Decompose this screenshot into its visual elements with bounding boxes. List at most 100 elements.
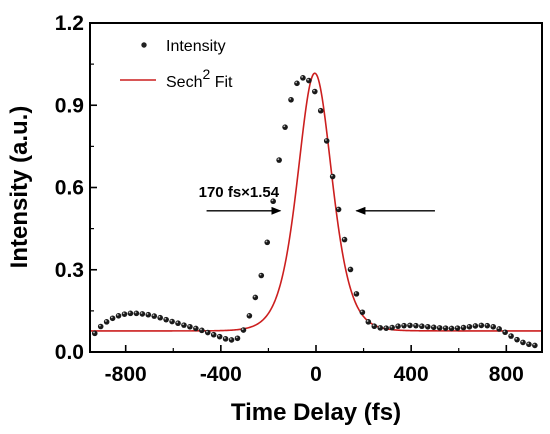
data-point: [187, 323, 193, 330]
data-point: [139, 311, 146, 317]
data-point: [490, 323, 497, 330]
data-point: [436, 325, 443, 331]
data-point: [335, 206, 342, 213]
data-point: [532, 342, 538, 349]
data-point: [359, 309, 366, 316]
data-point: [454, 325, 461, 331]
data-point: [252, 294, 259, 301]
x-tick-label: 0: [310, 363, 322, 386]
data-point: [109, 315, 116, 322]
data-point: [520, 339, 526, 346]
data-point: [347, 266, 354, 273]
data-point: [145, 311, 152, 318]
data-point: [264, 239, 271, 246]
data-point: [228, 337, 235, 343]
data-point: [448, 325, 455, 332]
fit-line: [90, 72, 542, 332]
data-point: [341, 236, 348, 243]
y-tick-label: 0.6: [55, 177, 84, 200]
data-point: [407, 322, 413, 329]
legend-label-fit: Sech2 Fit: [166, 66, 233, 91]
data-point: [204, 329, 211, 336]
y-tick-label: 1.2: [55, 12, 84, 35]
data-point: [210, 331, 217, 338]
axis-ticks: -800 -400 0 400 800 0.0 0.3 0.6 0.9 1.2: [55, 12, 524, 386]
data-point: [401, 322, 407, 329]
data-point: [425, 323, 431, 330]
data-point: [240, 327, 247, 333]
y-tick-label: 0.9: [55, 94, 84, 117]
x-tick-label: -400: [200, 363, 242, 386]
x-tick-label: 800: [489, 363, 524, 386]
annotation: 170 fs×1.54: [199, 184, 435, 215]
data-point: [151, 313, 158, 319]
legend-label-fit-main: Sech: [166, 74, 202, 91]
data-point: [199, 327, 205, 334]
data-point: [103, 319, 110, 325]
data-point: [157, 314, 163, 321]
legend-label-fit-suffix: Fit: [210, 74, 233, 91]
data-point: [270, 198, 276, 205]
legend-label-fit-sup: 2: [202, 66, 210, 82]
y-tick-label: 0.0: [55, 341, 84, 364]
legend-marker-intensity: [141, 42, 147, 48]
data-point: [163, 316, 169, 323]
data-point: [484, 322, 491, 329]
data-point: [216, 333, 223, 340]
data-point: [306, 77, 312, 84]
data-point: [472, 323, 479, 329]
data-point: [389, 324, 395, 331]
data-point: [371, 323, 378, 330]
data-point: [312, 88, 318, 95]
data-point: [127, 310, 134, 317]
data-point: [276, 157, 282, 163]
data-point: [317, 107, 324, 114]
data-point: [282, 124, 288, 130]
data-point: [175, 320, 181, 327]
data-point: [91, 330, 98, 337]
data-point: [413, 322, 419, 329]
y-axis-title: Intensity (a.u.): [6, 106, 33, 269]
data-point: [365, 319, 372, 325]
data-point: [133, 310, 140, 317]
data-point: [377, 325, 384, 331]
data-point: [383, 325, 389, 331]
fit-layer: [90, 72, 542, 332]
data-point: [478, 322, 485, 329]
data-point: [460, 324, 467, 331]
data-point: [288, 96, 294, 103]
x-tick-label: 400: [394, 363, 429, 386]
data-point: [419, 323, 425, 330]
legend-label-intensity: Intensity: [166, 38, 226, 55]
y-tick-label: 0.3: [55, 259, 84, 282]
data-point: [508, 333, 514, 339]
data-point: [181, 322, 187, 328]
data-point: [234, 335, 241, 342]
data-point: [115, 313, 122, 319]
data-point: [258, 272, 265, 279]
data-points: [91, 75, 538, 349]
data-point: [466, 323, 473, 330]
plot-frame: [89, 22, 543, 353]
x-tick-label: -800: [105, 363, 147, 386]
data-point: [502, 329, 508, 336]
data-point: [300, 75, 306, 81]
data-point: [430, 324, 437, 331]
data-point: [329, 173, 336, 180]
data-point: [169, 318, 175, 325]
data-point: [121, 311, 128, 317]
data-point: [97, 323, 104, 330]
data-point: [395, 323, 401, 330]
data-point: [526, 341, 532, 348]
legend: Intensity Sech2 Fit: [120, 38, 233, 91]
data-point: [246, 313, 253, 319]
x-axis-title: Time Delay (fs): [231, 399, 401, 426]
data-point: [353, 291, 360, 297]
data-point: [323, 138, 330, 144]
data-point: [222, 336, 229, 342]
data-point: [193, 325, 199, 332]
data-point: [294, 80, 300, 87]
data-point: [514, 336, 520, 343]
fwhm-label: 170 fs×1.54: [199, 184, 280, 201]
data-point: [442, 325, 449, 331]
